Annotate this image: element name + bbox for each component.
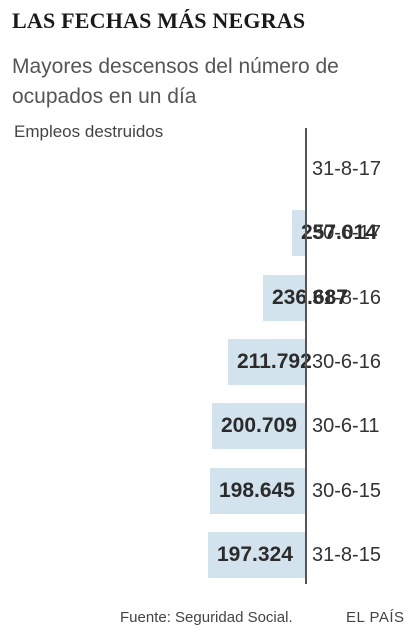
- publisher-logo: EL PAÍS: [346, 609, 405, 626]
- chart-title: LAS FECHAS MÁS NEGRAS: [12, 8, 306, 33]
- category-label: 31-8-15: [312, 544, 381, 566]
- source-note: Fuente: Seguridad Social.: [120, 609, 293, 626]
- bar-value-label: 236.687: [272, 286, 348, 309]
- category-label: 30-6-16: [312, 351, 381, 373]
- category-label: 30-6-17: [312, 222, 381, 244]
- bar: 236.687: [263, 275, 348, 321]
- bar: 200.709: [212, 403, 305, 449]
- category-label: 30-6-15: [312, 480, 381, 502]
- bar-value-label: 198.645: [219, 479, 295, 502]
- bar-value-label: 197.324: [217, 543, 293, 566]
- bar: 211.792: [228, 339, 312, 385]
- category-label: 30-6-11: [312, 415, 380, 437]
- bar: 197.324: [208, 532, 305, 578]
- bar-value-label: 211.792: [237, 350, 312, 373]
- bar-value-label: 200.709: [221, 414, 297, 437]
- bar: 257.014: [292, 210, 377, 256]
- chart-subtitle: Mayores descensos del número de ocupados…: [12, 55, 339, 108]
- category-label: 31-8-16: [312, 287, 381, 309]
- chart-baseline: [305, 128, 307, 584]
- bar-value-label: 266.362: [319, 157, 395, 180]
- category-label: 31-8-17: [312, 158, 381, 180]
- bar-value-label: 257.014: [301, 221, 377, 244]
- bar: 198.645: [210, 468, 305, 514]
- value-axis-label: Empleos destruidos: [14, 122, 164, 141]
